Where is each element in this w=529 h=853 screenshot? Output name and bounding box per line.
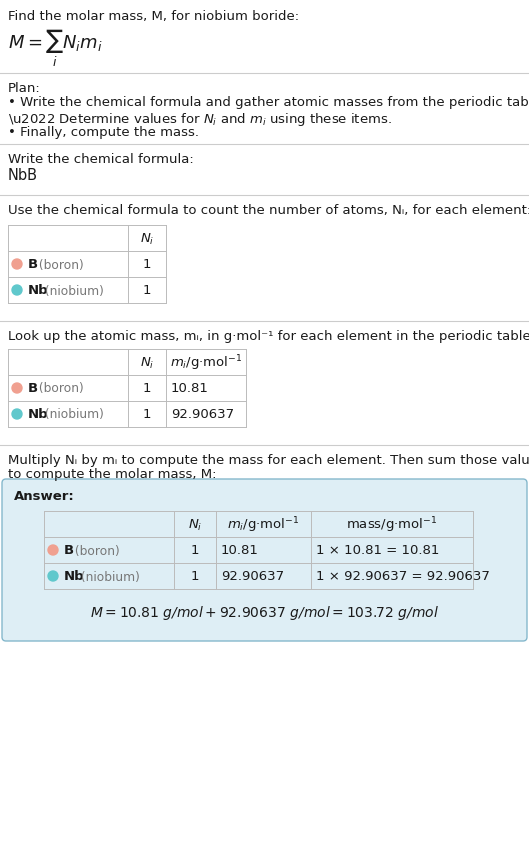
Text: $N_i$: $N_i$ [188, 517, 202, 532]
Text: • Write the chemical formula and gather atomic masses from the periodic table.: • Write the chemical formula and gather … [8, 96, 529, 109]
Circle shape [12, 286, 22, 296]
Text: 1: 1 [143, 408, 151, 421]
Text: (niobium): (niobium) [41, 408, 104, 421]
Text: Multiply Nᵢ by mᵢ to compute the mass for each element. Then sum those values: Multiply Nᵢ by mᵢ to compute the mass fo… [8, 454, 529, 467]
Text: Write the chemical formula:: Write the chemical formula: [8, 153, 194, 165]
Text: B: B [28, 382, 38, 395]
Text: 1 × 92.90637 = 92.90637: 1 × 92.90637 = 92.90637 [316, 570, 490, 583]
Text: \u2022 Determine values for $N_i$ and $m_i$ using these items.: \u2022 Determine values for $N_i$ and $m… [8, 111, 392, 128]
Text: 10.81: 10.81 [221, 544, 259, 557]
Text: 1: 1 [191, 544, 199, 557]
Text: $m_i$/g·mol$^{-1}$: $m_i$/g·mol$^{-1}$ [170, 353, 242, 373]
Circle shape [48, 572, 58, 581]
Text: B: B [28, 258, 38, 271]
Text: $m_i$/g·mol$^{-1}$: $m_i$/g·mol$^{-1}$ [227, 514, 300, 534]
Text: Nb: Nb [28, 408, 49, 421]
Circle shape [48, 545, 58, 555]
Text: NbB: NbB [8, 168, 38, 183]
Circle shape [12, 259, 22, 270]
Text: 92.90637: 92.90637 [221, 570, 284, 583]
Text: 10.81: 10.81 [171, 382, 209, 395]
Text: (niobium): (niobium) [77, 570, 140, 583]
Text: (boron): (boron) [35, 258, 84, 271]
Text: (boron): (boron) [35, 382, 84, 395]
Text: • Finally, compute the mass.: • Finally, compute the mass. [8, 126, 199, 139]
FancyBboxPatch shape [2, 479, 527, 641]
Text: $M = 10.81\ \mathregular{g/mol} + 92.90637\ \mathregular{g/mol} = 103.72\ \mathr: $M = 10.81\ \mathregular{g/mol} + 92.906… [90, 603, 439, 621]
Text: Find the molar mass, M, for niobium boride:: Find the molar mass, M, for niobium bori… [8, 10, 299, 23]
Text: 1: 1 [143, 284, 151, 297]
Text: (niobium): (niobium) [41, 284, 104, 297]
Text: 1: 1 [143, 258, 151, 271]
Text: Answer:: Answer: [14, 490, 75, 502]
Text: $N_i$: $N_i$ [140, 231, 154, 247]
Text: 1 × 10.81 = 10.81: 1 × 10.81 = 10.81 [316, 544, 440, 557]
Text: 92.90637: 92.90637 [171, 408, 234, 421]
Text: Look up the atomic mass, mᵢ, in g·mol⁻¹ for each element in the periodic table:: Look up the atomic mass, mᵢ, in g·mol⁻¹ … [8, 329, 529, 343]
Text: 1: 1 [191, 570, 199, 583]
Text: Nb: Nb [64, 570, 85, 583]
Text: Plan:: Plan: [8, 82, 41, 95]
Text: mass/g·mol$^{-1}$: mass/g·mol$^{-1}$ [346, 514, 438, 534]
Text: $M = \sum_i N_i m_i$: $M = \sum_i N_i m_i$ [8, 28, 103, 69]
Text: $N_i$: $N_i$ [140, 355, 154, 370]
Circle shape [12, 409, 22, 420]
Text: (boron): (boron) [71, 544, 120, 557]
Text: 1: 1 [143, 382, 151, 395]
Text: Use the chemical formula to count the number of atoms, Nᵢ, for each element:: Use the chemical formula to count the nu… [8, 204, 529, 217]
Text: B: B [64, 544, 74, 557]
Text: Nb: Nb [28, 284, 49, 297]
Text: to compute the molar mass, M:: to compute the molar mass, M: [8, 467, 216, 480]
Circle shape [12, 384, 22, 393]
